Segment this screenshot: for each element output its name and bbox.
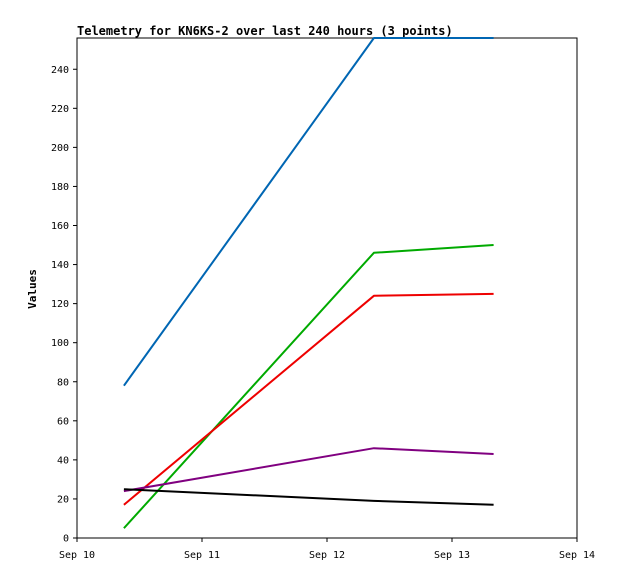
series-line-1 [123,37,494,387]
chart-title: Telemetry for KN6KS-2 over last 240 hour… [77,24,453,38]
y-tick-label: 0 [63,534,69,545]
series-line-2 [123,244,494,529]
series-line-3 [123,292,494,506]
x-tick-label: Sep 10 [59,550,95,561]
y-tick-label: 220 [51,104,69,115]
y-tick-label: 40 [57,455,69,466]
y-tick-label: 60 [57,416,69,427]
y-tick-label: 120 [51,299,69,310]
plot-area-frame [76,37,578,539]
series-lines [123,37,494,529]
y-tick-label: 240 [51,65,69,76]
series-line-5 [123,488,494,506]
x-tick-label: Sep 11 [184,550,220,561]
x-tick-label: Sep 14 [559,550,595,561]
x-axis-ticks: Sep 10 Sep 11 Sep 12 Sep 13 Sep 14 [59,538,595,561]
x-tick-label: Sep 13 [434,550,470,561]
y-tick-label: 140 [51,260,69,271]
x-tick-label: Sep 12 [309,550,345,561]
y-tick-label: 200 [51,143,69,154]
y-axis-label: Values [26,269,39,309]
y-tick-label: 100 [51,338,69,349]
y-tick-label: 80 [57,377,69,388]
y-tick-label: 160 [51,221,69,232]
series-line-4 [123,447,494,493]
y-tick-label: 20 [57,494,69,505]
y-axis-ticks: 0 20 40 60 80 100 120 140 160 180 200 220 240 [51,65,77,545]
y-tick-label: 180 [51,182,69,193]
